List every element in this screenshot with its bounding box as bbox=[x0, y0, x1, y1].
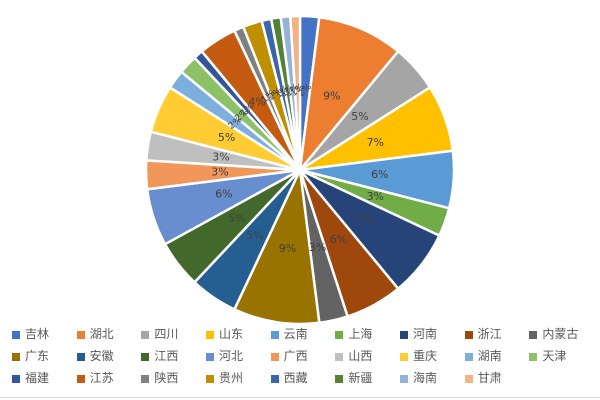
legend-label-23: 新疆 bbox=[348, 371, 373, 385]
legend-swatch-17 bbox=[529, 352, 538, 361]
legend-item-8[interactable]: 内蒙古 bbox=[529, 327, 592, 342]
legend-item-2[interactable]: 四川 bbox=[141, 327, 204, 342]
legend-label-18: 福建 bbox=[25, 371, 50, 385]
legend-item-18[interactable]: 福建 bbox=[12, 371, 75, 386]
legend-swatch-1 bbox=[76, 330, 85, 339]
legend-item-13[interactable]: 广西 bbox=[270, 349, 334, 364]
legend-swatch-14 bbox=[335, 352, 344, 361]
legend-swatch-21 bbox=[206, 374, 214, 383]
legend-swatch-12 bbox=[206, 352, 214, 361]
legend-item-23[interactable]: 新疆 bbox=[335, 371, 398, 386]
legend-item-11[interactable]: 江西 bbox=[141, 349, 204, 364]
legend-label-7: 浙江 bbox=[477, 327, 502, 341]
legend-item-16[interactable]: 湖南 bbox=[464, 349, 528, 364]
pie-slice-25[interactable] bbox=[289, 14, 302, 172]
legend-swatch-0 bbox=[12, 330, 20, 339]
legend-item-14[interactable]: 山西 bbox=[335, 349, 398, 364]
legend-swatch-10 bbox=[76, 352, 85, 361]
legend-item-19[interactable]: 江苏 bbox=[76, 371, 140, 386]
legend-item-10[interactable]: 安徽 bbox=[76, 349, 140, 364]
legend-item-17[interactable]: 天津 bbox=[529, 349, 592, 364]
legend-label-14: 山西 bbox=[348, 349, 373, 363]
legend-swatch-11 bbox=[141, 352, 150, 361]
legend-item-5[interactable]: 上海 bbox=[335, 327, 398, 342]
legend-swatch-7 bbox=[464, 330, 473, 339]
legend-swatch-19 bbox=[76, 374, 85, 383]
legend-item-7[interactable]: 浙江 bbox=[464, 327, 528, 342]
legend-item-0[interactable]: 吉林 bbox=[12, 327, 75, 342]
legend-label-4: 云南 bbox=[283, 327, 308, 341]
legend-label-2: 四川 bbox=[154, 327, 179, 341]
legend-label-25: 甘肃 bbox=[477, 371, 502, 385]
legend-label-15: 重庆 bbox=[413, 349, 438, 363]
legend-label-8: 内蒙古 bbox=[542, 327, 579, 341]
legend-swatch-8 bbox=[529, 330, 538, 339]
legend-label-22: 西藏 bbox=[283, 371, 308, 385]
legend-label-16: 湖南 bbox=[477, 349, 502, 363]
legend-item-4[interactable]: 云南 bbox=[270, 327, 334, 342]
pie-slice-9[interactable] bbox=[233, 168, 321, 326]
legend-item-3[interactable]: 山东 bbox=[206, 327, 269, 342]
legend-swatch-5 bbox=[335, 330, 344, 339]
legend-item-12[interactable]: 河北 bbox=[206, 349, 269, 364]
legend-swatch-2 bbox=[141, 330, 150, 339]
legend-swatch-20 bbox=[141, 374, 150, 383]
legend-swatch-24 bbox=[400, 374, 408, 383]
legend-label-6: 河南 bbox=[413, 327, 438, 341]
legend-label-3: 山东 bbox=[219, 327, 244, 341]
legend-swatch-13 bbox=[270, 352, 279, 361]
legend-swatch-6 bbox=[400, 330, 408, 339]
pie-slice-1[interactable] bbox=[298, 15, 400, 172]
legend-item-25[interactable]: 甘肃 bbox=[464, 371, 528, 386]
legend-label-11: 江西 bbox=[154, 349, 179, 363]
legend-item-24[interactable]: 海南 bbox=[400, 371, 463, 386]
legend-label-9: 广东 bbox=[25, 349, 50, 363]
legend-label-5: 上海 bbox=[348, 327, 373, 341]
legend-swatch-22 bbox=[270, 374, 279, 383]
legend-item-9[interactable]: 广东 bbox=[12, 349, 75, 364]
legend-swatch-16 bbox=[464, 352, 473, 361]
legend-label-21: 贵州 bbox=[219, 371, 244, 385]
legend-label-24: 海南 bbox=[413, 371, 438, 385]
legend-item-6[interactable]: 河南 bbox=[400, 327, 463, 342]
chart-legend: 吉林 湖北 四川 山东 云南 上海 河南 浙江 内蒙古广东 安徽 江西 河北 广西 山西 重庆 湖南 天津福建 江… bbox=[12, 327, 592, 386]
legend-item-20[interactable]: 陕西 bbox=[141, 371, 204, 386]
legend-swatch-15 bbox=[400, 352, 408, 361]
pie-slices-group bbox=[144, 14, 456, 326]
legend-item-22[interactable]: 西藏 bbox=[270, 371, 334, 386]
legend-swatch-4 bbox=[270, 330, 279, 339]
legend-label-19: 江苏 bbox=[89, 371, 114, 385]
chart-bottom-border bbox=[0, 397, 600, 398]
legend-swatch-3 bbox=[206, 330, 214, 339]
legend-swatch-23 bbox=[335, 374, 344, 383]
legend-item-15[interactable]: 重庆 bbox=[400, 349, 463, 364]
legend-label-10: 安徽 bbox=[89, 349, 114, 363]
legend-label-20: 陕西 bbox=[154, 371, 179, 385]
legend-label-17: 天津 bbox=[542, 349, 567, 363]
legend-swatch-9 bbox=[12, 352, 20, 361]
legend-swatch-18 bbox=[12, 374, 20, 383]
legend-label-0: 吉林 bbox=[25, 327, 50, 341]
legend-label-1: 湖北 bbox=[89, 327, 114, 341]
legend-label-12: 河北 bbox=[219, 349, 244, 363]
legend-swatch-25 bbox=[464, 374, 473, 383]
legend-item-21[interactable]: 贵州 bbox=[206, 371, 269, 386]
legend-label-13: 广西 bbox=[283, 349, 308, 363]
legend-item-1[interactable]: 湖北 bbox=[76, 327, 140, 342]
